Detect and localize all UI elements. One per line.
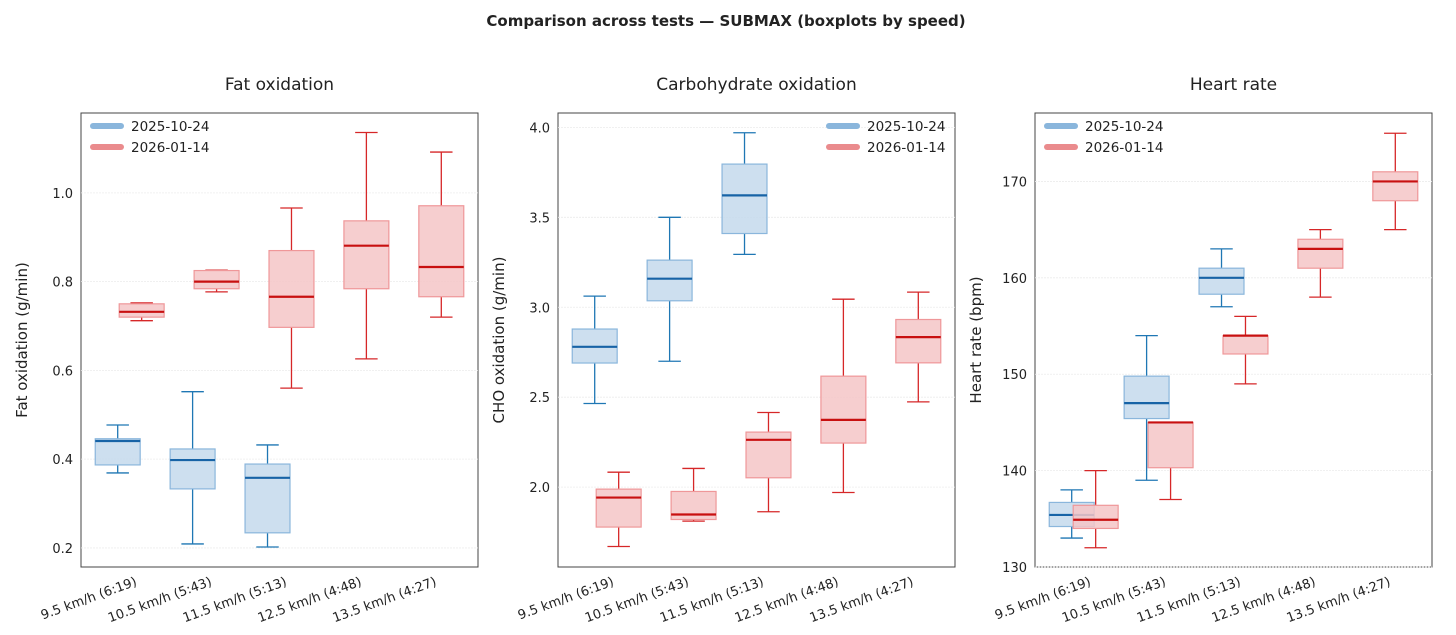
panel-heart-rate: Heart rate 130 140 150 160 170 Heart rate (bpm…	[967, 75, 1433, 626]
legend-label: 2025-10-24	[1085, 119, 1163, 135]
box-iqr	[1147, 421, 1194, 469]
box-2025-10-24-cat-0	[571, 295, 618, 405]
y-axis-label: Heart rate (bpm)	[967, 276, 985, 403]
box-2026-01-14-cat-1	[1147, 421, 1194, 501]
box-2026-01-14-cat-3	[343, 131, 390, 360]
panel-title: Heart rate	[1190, 75, 1277, 95]
box-iqr	[1198, 267, 1245, 295]
y-axis-label: CHO oxidation (g/min)	[490, 257, 508, 424]
y-tick-label: 3.5	[529, 211, 550, 226]
y-tick-label: 2.0	[529, 481, 550, 496]
box-2025-10-24-cat-2	[244, 444, 291, 548]
box-iqr	[268, 249, 315, 328]
box-2025-10-24-cat-1	[169, 391, 216, 545]
box-2026-01-14-cat-0	[118, 302, 165, 322]
y-tick-label: 130	[1002, 561, 1027, 576]
box-2026-01-14-cat-4	[418, 151, 465, 318]
legend: 2025-10-24 2026-01-14	[826, 119, 945, 156]
box-iqr	[721, 163, 768, 235]
legend: 2025-10-24 2026-01-14	[90, 119, 209, 156]
box-2025-10-24-cat-0	[94, 424, 141, 474]
box-2026-01-14-cat-3	[1297, 228, 1344, 298]
y-tick-label: 150	[1002, 368, 1027, 383]
box-iqr	[1072, 504, 1119, 530]
box-2026-01-14-cat-3	[820, 298, 867, 494]
box-iqr	[1372, 171, 1419, 202]
legend-label: 2025-10-24	[131, 119, 209, 135]
box-iqr	[244, 463, 291, 534]
box-2026-01-14-cat-4	[1372, 132, 1419, 231]
box-2026-01-14-cat-2	[1222, 315, 1269, 385]
panel-fat-oxidation: Fat oxidation 0.2 0.4 0.6 0.8 1.0 Fat oxidatio…	[13, 75, 479, 626]
box-2026-01-14-cat-4	[895, 291, 942, 403]
box-2026-01-14-cat-1	[670, 467, 717, 522]
box-iqr	[94, 438, 141, 466]
box-iqr	[820, 375, 867, 444]
y-axis-label: Fat oxidation (g/min)	[13, 262, 31, 418]
y-tick-label: 170	[1002, 175, 1027, 190]
y-tick-label: 0.8	[52, 276, 73, 291]
box-2025-10-24-cat-1	[646, 216, 693, 362]
panel-title: Fat oxidation	[225, 75, 334, 95]
box-iqr	[1297, 238, 1344, 269]
box-iqr	[343, 220, 390, 290]
box-iqr	[418, 205, 465, 298]
legend: 2025-10-24 2026-01-14	[1044, 119, 1163, 156]
box-2025-10-24-cat-2	[721, 132, 768, 256]
box-iqr	[1123, 375, 1170, 420]
y-tick-label: 0.6	[52, 364, 73, 379]
box-iqr	[118, 303, 165, 318]
panel-carbohydrate-oxidation: Carbohydrate oxidation 2.0 2.5 3.0 3.5 4.0 CHO…	[490, 75, 956, 626]
box-iqr	[895, 318, 942, 364]
box-iqr	[169, 448, 216, 490]
box-2026-01-14-cat-2	[268, 207, 315, 389]
y-tick-label: 140	[1002, 465, 1027, 480]
legend-label: 2026-01-14	[867, 140, 945, 156]
legend-label: 2025-10-24	[867, 119, 945, 135]
box-2026-01-14-cat-0	[595, 471, 642, 548]
figure-title: Comparison across tests — SUBMAX (boxplo…	[486, 12, 965, 30]
panel-title: Carbohydrate oxidation	[656, 75, 856, 95]
y-tick-label: 3.0	[529, 301, 550, 316]
box-iqr	[1222, 335, 1269, 355]
y-tick-label: 1.0	[52, 187, 73, 202]
legend-label: 2026-01-14	[131, 140, 209, 156]
box-iqr	[595, 488, 642, 528]
box-2025-10-24-cat-1	[1123, 335, 1170, 481]
box-2025-10-24-cat-2	[1198, 248, 1245, 308]
box-2026-01-14-cat-2	[745, 411, 792, 513]
y-tick-label: 2.5	[529, 391, 550, 406]
legend-label: 2026-01-14	[1085, 140, 1163, 156]
y-tick-label: 4.0	[529, 121, 550, 136]
box-2026-01-14-cat-0	[1072, 469, 1119, 549]
y-tick-label: 160	[1002, 272, 1027, 287]
box-iqr	[193, 269, 240, 290]
y-tick-label: 0.4	[52, 453, 73, 468]
box-iqr	[646, 259, 693, 302]
box-2026-01-14-cat-1	[193, 269, 240, 293]
y-tick-label: 0.2	[52, 542, 73, 557]
